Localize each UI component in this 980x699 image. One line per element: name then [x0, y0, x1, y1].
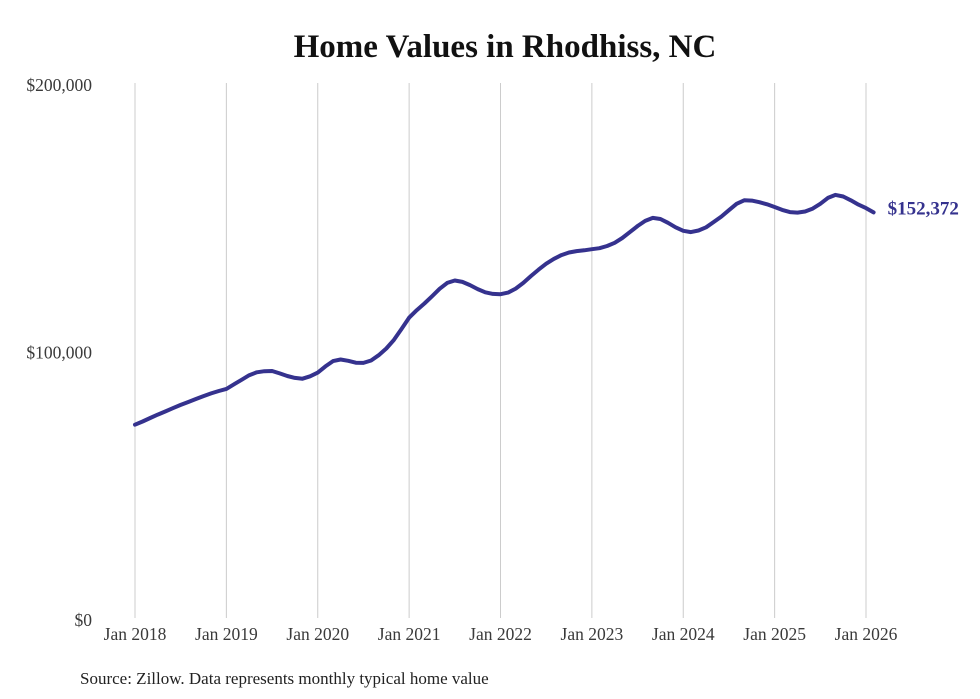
x-axis-tick-label: Jan 2025	[743, 624, 806, 644]
x-axis-tick-label: Jan 2023	[561, 624, 624, 644]
x-axis-tick-label: Jan 2018	[104, 624, 167, 644]
x-axis: Jan 2018 Jan 2019 Jan 2020 Jan 2021 Jan 2022…	[104, 624, 898, 644]
x-axis-tick-label: Jan 2021	[378, 624, 441, 644]
source-note: Source: Zillow. Data represents monthly …	[80, 669, 489, 688]
latest-value-label: $152,372	[888, 198, 959, 219]
x-axis-tick-label: Jan 2022	[469, 624, 532, 644]
y-axis-tick-label: $100,000	[26, 343, 92, 363]
x-axis-tick-label: Jan 2020	[286, 624, 349, 644]
x-axis-tick-label: Jan 2024	[652, 624, 715, 644]
chart-title: Home Values in Rhodhiss, NC	[294, 29, 717, 65]
x-axis-tick-label: Jan 2026	[835, 624, 898, 644]
gridlines	[134, 83, 867, 618]
home-value-line	[133, 192, 876, 427]
y-axis-tick-label: $0	[75, 610, 93, 630]
x-axis-tick-label: Jan 2019	[195, 624, 258, 644]
y-axis-tick-label: $200,000	[26, 75, 92, 95]
y-axis: $0 $100,000 $200,000	[26, 75, 92, 630]
